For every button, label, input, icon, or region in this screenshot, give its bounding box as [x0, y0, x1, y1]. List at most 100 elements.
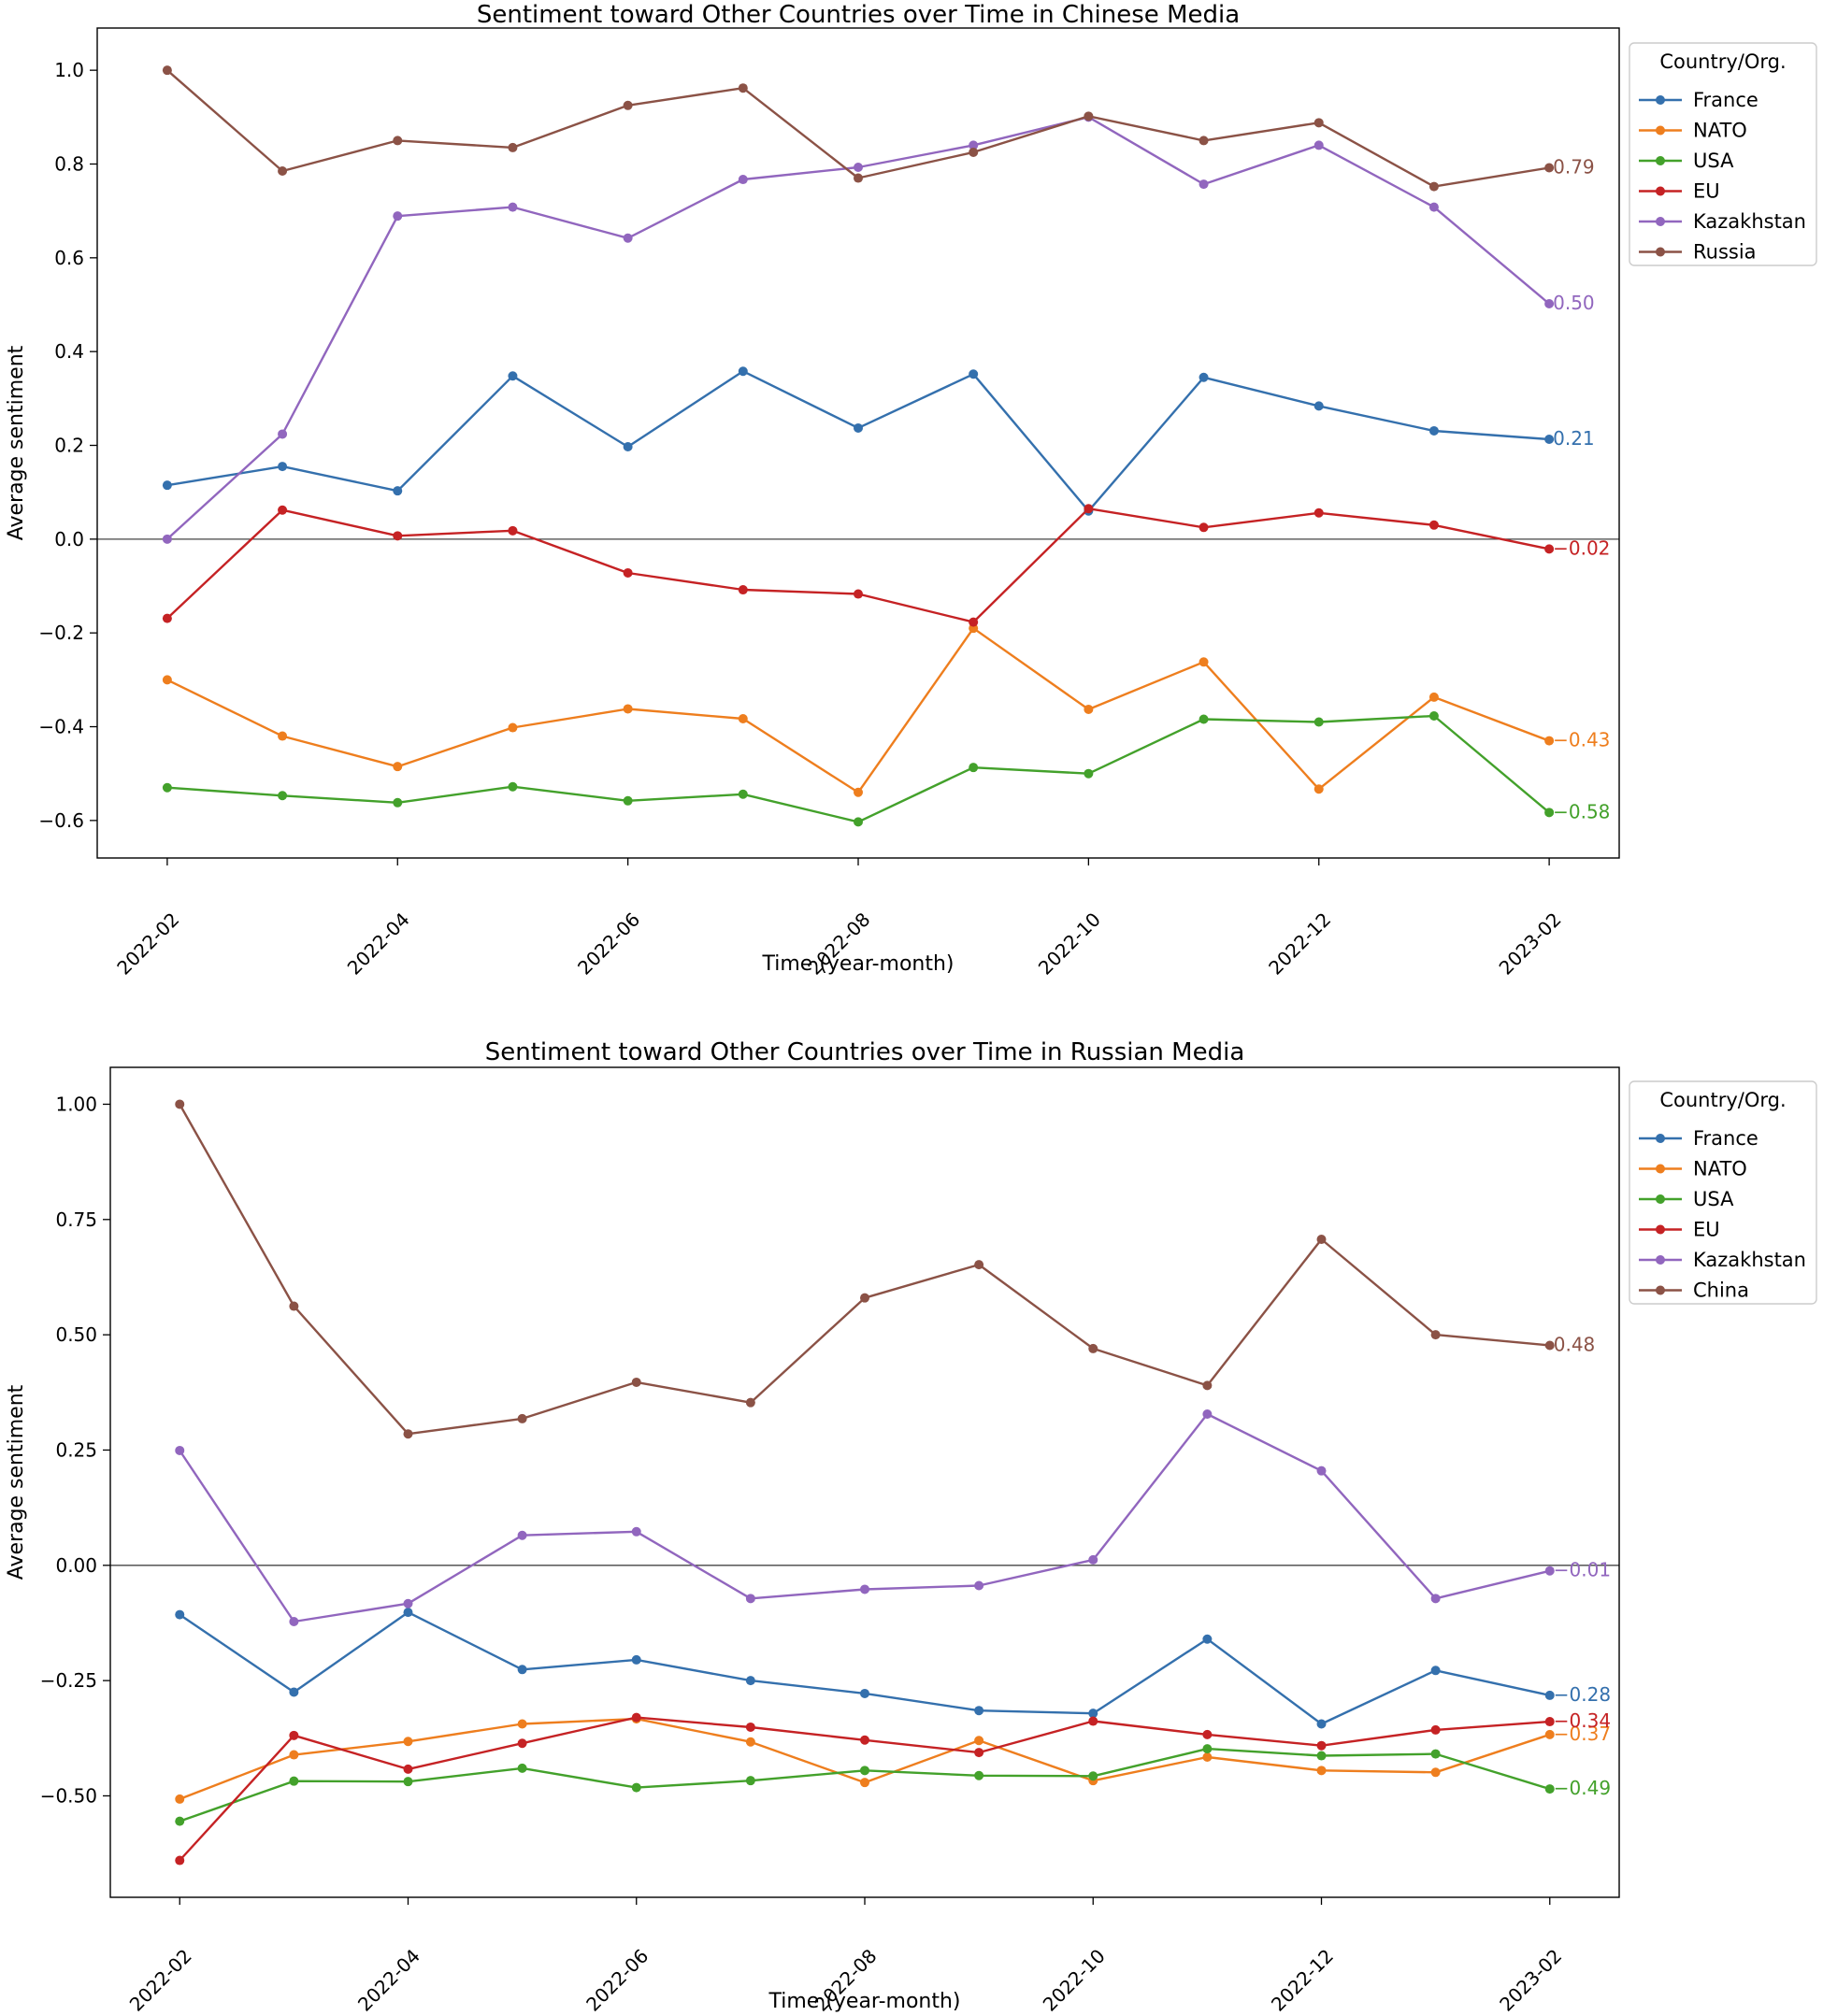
series-china: 0.48: [175, 1099, 1595, 1439]
data-point-china: [745, 1397, 755, 1408]
data-point-kazakhstan: [1544, 1566, 1555, 1576]
data-point-eu: [1316, 1740, 1327, 1751]
series-nato: −0.37: [175, 1714, 1611, 1804]
data-point-kazakhstan: [860, 1584, 869, 1594]
series-kazakhstan: 0.50: [162, 112, 1595, 544]
legend-marker-nato: [1656, 1164, 1665, 1174]
data-point-eu: [1544, 1717, 1555, 1727]
data-point-eu: [508, 525, 518, 536]
data-point-kazakhstan: [175, 1445, 185, 1455]
data-point-eu: [1199, 522, 1209, 533]
data-point-kazakhstan: [403, 1598, 413, 1609]
data-point-eu: [745, 1722, 755, 1732]
series-nato: −0.43: [162, 623, 1610, 797]
legend-marker-usa: [1656, 1194, 1665, 1204]
series-line-nato: [166, 627, 1550, 794]
legend-label-usa: USA: [1693, 150, 1734, 172]
data-point-nato: [289, 1750, 299, 1760]
data-point-russia: [508, 142, 518, 152]
y-tick-label: 1.00: [55, 1093, 97, 1115]
data-point-russia: [162, 65, 172, 76]
data-point-france: [631, 1654, 641, 1665]
data-point-france: [1199, 372, 1209, 382]
data-point-nato: [854, 787, 863, 797]
data-point-eu: [1088, 1716, 1098, 1726]
data-point-france: [393, 486, 403, 496]
data-point-kazakhstan: [1313, 140, 1324, 150]
x-axis-label: Time (year-month): [768, 1990, 960, 2013]
data-point-eu: [969, 617, 979, 627]
data-point-kazakhstan: [1088, 1554, 1098, 1565]
series-line-eu: [166, 508, 1550, 623]
data-point-usa: [631, 1782, 641, 1793]
data-point-china: [1544, 1340, 1555, 1351]
legend-marker-russia: [1656, 247, 1665, 257]
y-tick-label: −0.50: [40, 1784, 97, 1807]
data-point-russia: [1084, 111, 1094, 122]
x-tick-label: 2022-12: [1267, 1945, 1338, 2016]
data-point-usa: [1313, 717, 1324, 727]
data-point-russia: [393, 136, 403, 146]
data-point-usa: [1084, 768, 1094, 779]
data-point-kazakhstan: [289, 1616, 299, 1626]
y-tick-label: −0.4: [38, 716, 84, 738]
data-point-nato: [508, 722, 518, 733]
data-point-nato: [1084, 704, 1094, 714]
legend-title: Country/Org.: [1659, 1089, 1786, 1111]
data-point-usa: [1544, 808, 1555, 818]
data-point-nato: [738, 713, 748, 723]
y-tick-label: 0.25: [55, 1438, 97, 1461]
data-point-usa: [974, 1770, 984, 1780]
end-label-eu: −0.02: [1553, 536, 1610, 559]
data-point-nato: [278, 731, 288, 741]
data-point-france: [1430, 1666, 1441, 1676]
data-point-kazakhstan: [393, 211, 403, 222]
data-point-china: [403, 1429, 413, 1439]
series-france: 0.21: [162, 366, 1595, 516]
data-point-france: [1313, 401, 1324, 411]
end-label-nato: −0.37: [1554, 1723, 1611, 1745]
end-label-nato: −0.43: [1553, 729, 1610, 751]
data-point-nato: [517, 1719, 527, 1729]
data-point-eu: [1544, 544, 1555, 554]
data-point-nato: [1199, 657, 1209, 667]
data-point-eu: [974, 1748, 984, 1758]
data-point-usa: [860, 1766, 869, 1776]
data-point-kazakhstan: [1428, 202, 1439, 212]
end-label-usa: −0.49: [1554, 1777, 1611, 1799]
data-point-usa: [1088, 1771, 1098, 1781]
data-point-eu: [403, 1764, 413, 1774]
data-point-kazakhstan: [738, 175, 748, 185]
data-point-usa: [289, 1776, 299, 1786]
data-point-france: [854, 422, 863, 433]
x-tick-label: 2022-02: [112, 908, 183, 979]
data-point-china: [289, 1301, 299, 1311]
data-point-russia: [1199, 136, 1209, 146]
x-tick-label: 2022-04: [343, 908, 414, 979]
legend-label-kazakhstan: Kazakhstan: [1693, 210, 1806, 233]
legend-label-eu: EU: [1693, 1219, 1720, 1241]
chart-2: Sentiment toward Other Countries over Ti…: [5, 1038, 1817, 2016]
data-point-kazakhstan: [162, 534, 172, 544]
data-point-france: [1088, 1709, 1098, 1719]
data-point-nato: [403, 1737, 413, 1747]
data-point-kazakhstan: [1202, 1408, 1213, 1419]
data-point-eu: [162, 613, 172, 623]
legend: Country/Org. France NATO USA EU Kazakhstan Chi…: [1629, 1080, 1817, 1305]
x-tick-label: 2023-02: [1495, 908, 1566, 979]
data-point-china: [860, 1293, 869, 1303]
legend-marker-kazakhstan: [1656, 217, 1665, 226]
data-point-eu: [1084, 504, 1094, 514]
y-tick-label: 0.75: [55, 1208, 97, 1231]
y-axis-label: Average sentiment: [5, 345, 28, 540]
data-point-russia: [854, 173, 863, 183]
data-point-france: [403, 1608, 413, 1618]
legend-label-usa: USA: [1693, 1188, 1734, 1210]
y-tick-label: 1.0: [54, 59, 84, 81]
y-axis: 1.00 0.75 0.50 0.25 0.00 −0.25 −0.50: [40, 1093, 110, 1807]
y-tick-label: −0.6: [38, 809, 84, 832]
x-tick-label: 2022-06: [581, 1945, 653, 2016]
series-eu: −0.34: [175, 1709, 1611, 1866]
legend-label-nato: NATO: [1693, 120, 1747, 142]
data-point-russia: [1428, 181, 1439, 192]
